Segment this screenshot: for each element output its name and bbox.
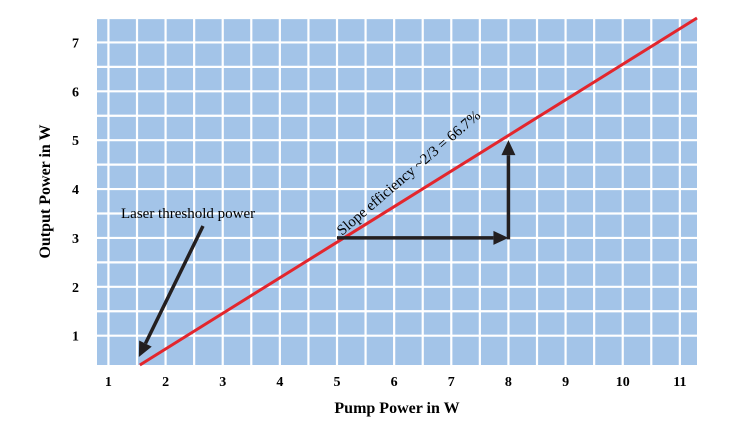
x-tick-label: 2: [162, 375, 169, 390]
plot-background: [97, 18, 697, 365]
y-tick-label: 3: [72, 232, 79, 247]
y-axis-ticks: 1 2 3 4 5 6 7: [72, 36, 79, 344]
threshold-arrow-head: [138, 340, 152, 357]
y-tick-label: 4: [72, 183, 79, 198]
x-tick-label: 11: [673, 375, 686, 390]
threshold-arrow: [143, 225, 205, 345]
y-tick-label: 7: [72, 36, 79, 51]
x-tick-label: 9: [562, 375, 569, 390]
threshold-annotation: Laser threshold power: [121, 206, 255, 222]
y-tick-label: 2: [72, 281, 79, 296]
x-tick-label: 10: [616, 375, 630, 390]
x-tick-label: 1: [105, 375, 112, 390]
grid: [97, 16, 697, 365]
x-tick-label: 3: [219, 375, 226, 390]
slope-rise-arrow-head: [501, 140, 516, 156]
slope-run-arrow-head: [493, 230, 509, 245]
marks: [138, 16, 698, 367]
y-tick-label: 5: [72, 134, 79, 149]
x-axis-label: Pump Power in W: [334, 400, 459, 417]
y-tick-label: 6: [72, 85, 79, 100]
x-tick-label: 8: [505, 375, 512, 390]
x-tick-label: 4: [276, 375, 283, 390]
y-axis-label: Output Power in W: [37, 124, 54, 258]
output-power-line: [139, 16, 698, 367]
x-axis-ticks: 1 2 3 4 5 6 7 8 9 10 11: [105, 375, 687, 390]
x-tick-label: 5: [334, 375, 341, 390]
x-tick-label: 7: [448, 375, 455, 390]
y-tick-label: 1: [72, 330, 79, 345]
x-tick-label: 6: [391, 375, 398, 390]
